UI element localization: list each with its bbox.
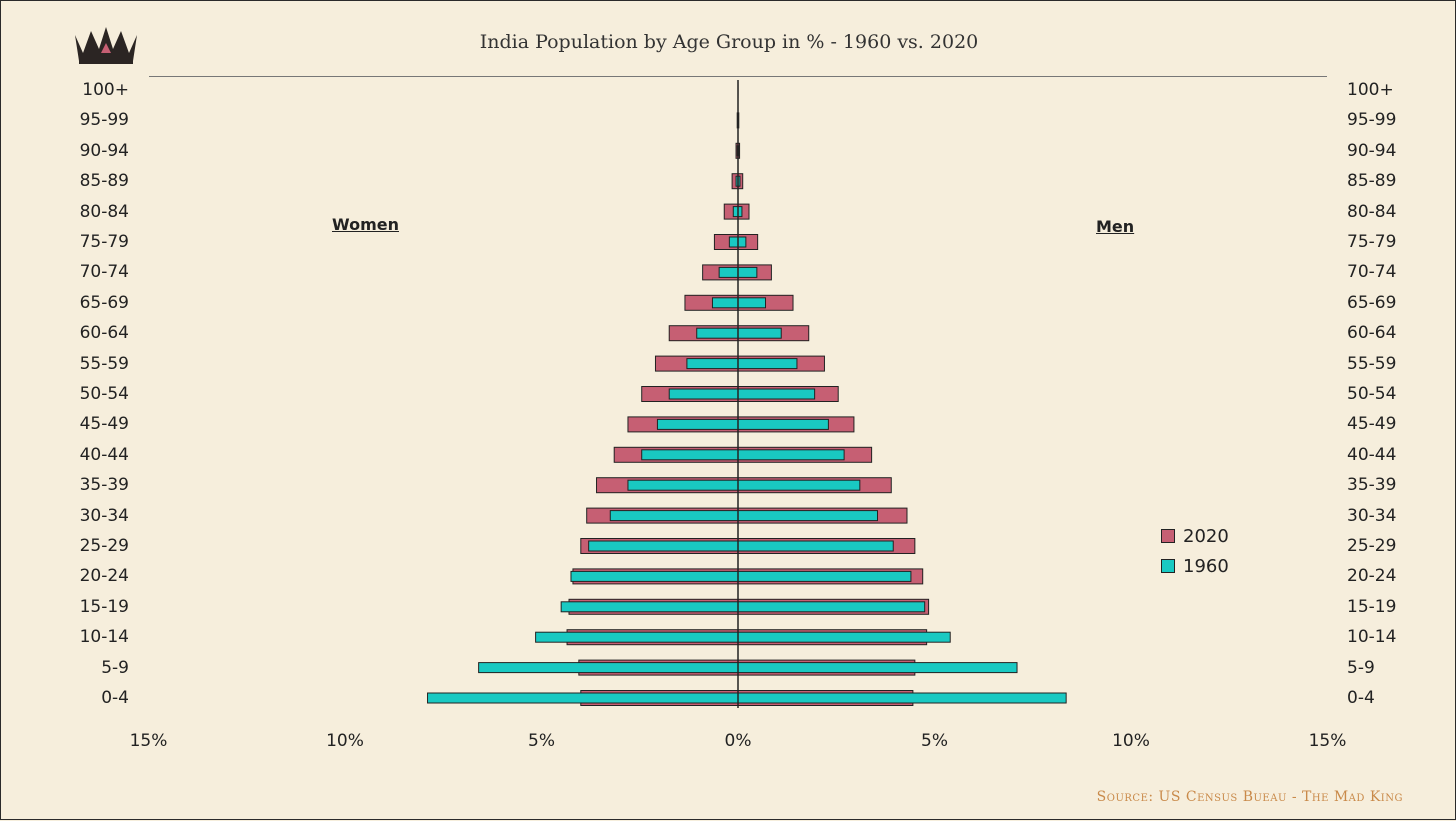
bar-1960-men-60-64	[738, 328, 781, 338]
bar-1960-women-5-9	[479, 663, 738, 673]
legend: 2020 1960	[1161, 521, 1229, 581]
bar-1960-women-50-54	[669, 389, 738, 399]
age-label-left: 35-39	[51, 475, 129, 495]
bar-1960-women-35-39	[628, 480, 738, 490]
age-label-right: 45-49	[1347, 414, 1396, 434]
age-label-right: 80-84	[1347, 202, 1396, 222]
age-label-left: 60-64	[51, 323, 129, 343]
age-label-right: 5-9	[1347, 658, 1375, 678]
bar-1960-men-15-19	[738, 602, 925, 612]
legend-item-1960: 1960	[1161, 551, 1229, 581]
age-label-left: 95-99	[51, 110, 129, 130]
age-label-right: 95-99	[1347, 110, 1396, 130]
age-label-left: 50-54	[51, 384, 129, 404]
bar-1960-women-25-29	[589, 541, 738, 551]
bar-1960-women-20-24	[571, 571, 738, 581]
bar-1960-men-0-4	[738, 693, 1066, 703]
age-label-right: 75-79	[1347, 232, 1396, 252]
bar-1960-women-65-69	[712, 298, 738, 308]
bar-1960-women-55-59	[687, 359, 738, 369]
bar-1960-women-10-14	[536, 632, 738, 642]
legend-label-2020: 2020	[1183, 526, 1229, 547]
age-label-left: 20-24	[51, 566, 129, 586]
bar-1960-men-45-49	[738, 419, 828, 429]
age-label-left: 5-9	[51, 658, 129, 678]
age-label-right: 85-89	[1347, 171, 1396, 191]
bar-1960-women-45-49	[657, 419, 738, 429]
age-label-right: 70-74	[1347, 262, 1396, 282]
age-label-right: 30-34	[1347, 506, 1396, 526]
bar-1960-women-75-79	[729, 237, 738, 247]
age-label-right: 65-69	[1347, 293, 1396, 313]
age-label-left: 15-19	[51, 597, 129, 617]
bar-1960-men-25-29	[738, 541, 893, 551]
age-label-left: 80-84	[51, 202, 129, 222]
bar-1960-women-0-4	[428, 693, 738, 703]
bar-1960-men-65-69	[738, 298, 766, 308]
age-label-left: 55-59	[51, 354, 129, 374]
x-tick-label: 5%	[502, 731, 582, 751]
bar-1960-men-70-74	[738, 267, 757, 277]
age-label-right: 40-44	[1347, 445, 1396, 465]
bar-1960-men-40-44	[738, 450, 844, 460]
bar-1960-women-70-74	[719, 267, 738, 277]
age-label-left: 40-44	[51, 445, 129, 465]
x-tick-label: 5%	[895, 731, 975, 751]
bar-1960-women-15-19	[561, 602, 738, 612]
age-label-left: 45-49	[51, 414, 129, 434]
legend-swatch-1960	[1161, 559, 1175, 573]
age-label-left: 85-89	[51, 171, 129, 191]
age-label-right: 60-64	[1347, 323, 1396, 343]
x-tick-label: 10%	[1091, 731, 1171, 751]
age-label-left: 100+	[51, 80, 129, 100]
legend-item-2020: 2020	[1161, 521, 1229, 551]
bar-1960-men-35-39	[738, 480, 860, 490]
age-label-left: 65-69	[51, 293, 129, 313]
x-tick-label: 15%	[109, 731, 189, 751]
age-label-left: 90-94	[51, 141, 129, 161]
age-label-right: 10-14	[1347, 627, 1396, 647]
x-tick-label: 0%	[698, 731, 778, 751]
age-label-right: 0-4	[1347, 688, 1375, 708]
source-note: Source: US Census Bueau - The Mad King	[1097, 789, 1403, 805]
age-label-left: 70-74	[51, 262, 129, 282]
age-label-left: 25-29	[51, 536, 129, 556]
age-label-right: 25-29	[1347, 536, 1396, 556]
bar-1960-men-20-24	[738, 571, 911, 581]
x-tick-label: 15%	[1288, 731, 1368, 751]
bar-1960-men-55-59	[738, 359, 797, 369]
age-label-right: 35-39	[1347, 475, 1396, 495]
age-label-right: 50-54	[1347, 384, 1396, 404]
x-tick-label: 10%	[305, 731, 385, 751]
age-label-right: 100+	[1347, 80, 1394, 100]
legend-swatch-2020	[1161, 529, 1175, 543]
age-label-left: 75-79	[51, 232, 129, 252]
bar-1960-women-40-44	[642, 450, 738, 460]
age-label-right: 20-24	[1347, 566, 1396, 586]
age-label-right: 90-94	[1347, 141, 1396, 161]
bar-1960-women-60-64	[697, 328, 738, 338]
bar-1960-men-75-79	[738, 237, 746, 247]
bar-1960-men-5-9	[738, 663, 1017, 673]
legend-label-1960: 1960	[1183, 556, 1229, 577]
bar-1960-women-30-34	[610, 511, 738, 521]
bar-1960-men-30-34	[738, 511, 878, 521]
age-label-left: 10-14	[51, 627, 129, 647]
age-label-right: 55-59	[1347, 354, 1396, 374]
age-label-left: 30-34	[51, 506, 129, 526]
bar-1960-men-10-14	[738, 632, 950, 642]
bar-1960-men-50-54	[738, 389, 815, 399]
age-label-right: 15-19	[1347, 597, 1396, 617]
age-label-left: 0-4	[51, 688, 129, 708]
